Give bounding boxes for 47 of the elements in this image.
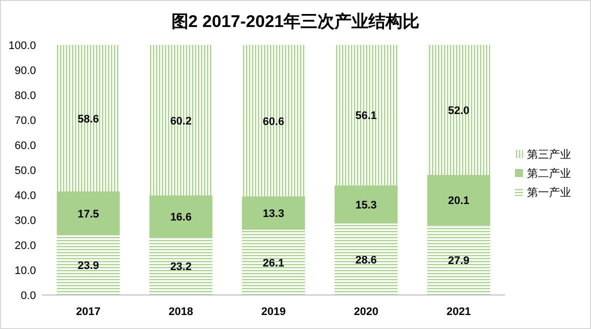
legend-label: 第二产业 bbox=[527, 167, 571, 180]
chart-title: 图2 2017-2021年三次产业结构比 bbox=[171, 12, 420, 31]
legend-label: 第三产业 bbox=[527, 148, 571, 161]
data-label: 60.6 bbox=[262, 116, 284, 128]
data-label: 60.2 bbox=[170, 115, 192, 128]
x-tick-label: 2018 bbox=[168, 306, 194, 318]
bar bbox=[427, 45, 490, 175]
bar bbox=[56, 45, 120, 192]
bar bbox=[334, 45, 398, 186]
bar bbox=[149, 45, 212, 196]
data-label: 17.5 bbox=[78, 208, 100, 220]
data-label: 23.9 bbox=[78, 260, 100, 272]
data-label: 58.6 bbox=[78, 113, 100, 126]
x-tick-label: 2021 bbox=[446, 306, 471, 318]
legend-label: 第一产业 bbox=[527, 186, 571, 199]
data-label: 28.6 bbox=[355, 254, 377, 266]
data-label: 16.6 bbox=[170, 211, 192, 224]
y-tick-label: 90.0 bbox=[14, 65, 36, 77]
y-tick-label: 50.0 bbox=[14, 165, 36, 177]
x-tick-label: 2019 bbox=[261, 306, 286, 318]
bar bbox=[427, 175, 490, 226]
y-tick-label: 10.0 bbox=[14, 265, 36, 277]
x-tick-label: 2017 bbox=[76, 306, 101, 318]
y-tick-label: 40.0 bbox=[14, 190, 36, 202]
bar bbox=[427, 225, 490, 295]
data-label: 52.0 bbox=[448, 105, 470, 117]
y-tick-label: 70.0 bbox=[14, 115, 36, 127]
bar bbox=[334, 185, 398, 224]
y-tick-label: 80.0 bbox=[14, 90, 36, 102]
y-tick-label: 20.0 bbox=[14, 240, 36, 252]
data-label: 27.9 bbox=[448, 255, 470, 268]
bar bbox=[56, 192, 120, 236]
y-tick-label: 30.0 bbox=[14, 215, 36, 227]
y-tick-label: 100.0 bbox=[8, 40, 36, 52]
bar bbox=[149, 196, 212, 237]
bar bbox=[149, 237, 212, 295]
data-label: 15.3 bbox=[355, 199, 377, 212]
data-label: 23.2 bbox=[170, 261, 192, 273]
data-label: 26.1 bbox=[262, 257, 284, 270]
bar bbox=[242, 45, 305, 196]
data-label: 20.1 bbox=[448, 195, 470, 208]
y-tick-label: 60.0 bbox=[14, 140, 36, 152]
bar bbox=[242, 196, 305, 230]
data-label: 56.1 bbox=[355, 110, 377, 122]
data-label: 13.3 bbox=[262, 208, 284, 220]
x-tick-label: 2020 bbox=[354, 306, 378, 318]
y-tick-label: 0.0 bbox=[20, 290, 36, 302]
